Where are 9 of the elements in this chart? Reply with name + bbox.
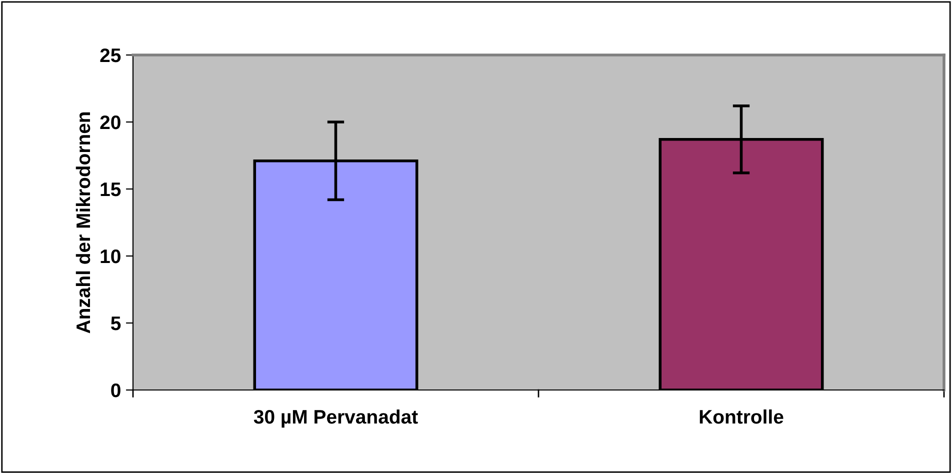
y-tick-label: 0 (111, 383, 120, 398)
y-tick-label: 5 (110, 316, 121, 330)
x-tick-label: 30 µM Pervanadat (254, 409, 418, 428)
y-axis-title: Anzahl der Mikrodornen (76, 112, 90, 334)
y-tick-label: 25 (100, 48, 121, 62)
x-tick-label: Kontrolle (700, 409, 784, 424)
y-tick-label: 20 (100, 115, 120, 130)
y-tick-label: 15 (100, 182, 121, 196)
y-tick-label: 10 (100, 249, 120, 264)
